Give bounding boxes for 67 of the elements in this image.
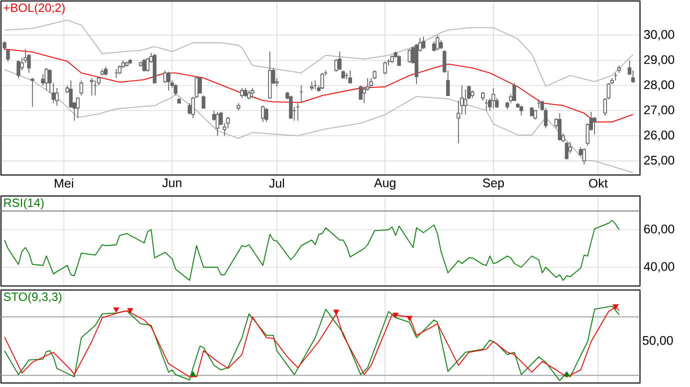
candlestick bbox=[163, 70, 167, 84]
candlestick bbox=[166, 71, 170, 91]
y-tick-label: 27,00 bbox=[644, 105, 674, 116]
point bbox=[113, 307, 120, 313]
candlestick bbox=[90, 77, 94, 96]
candlestick bbox=[30, 77, 34, 108]
text: 50,00 bbox=[642, 336, 673, 346]
x-tick-label: Sep bbox=[482, 178, 504, 190]
point bbox=[564, 371, 570, 376]
candlestick bbox=[348, 70, 352, 84]
candlestick bbox=[436, 34, 440, 51]
x-tick-label: Aug bbox=[374, 178, 396, 190]
candlestick bbox=[79, 80, 84, 96]
line-series bbox=[4, 20, 634, 87]
candlestick bbox=[240, 88, 244, 99]
candlestick bbox=[261, 105, 265, 122]
line-series bbox=[4, 220, 620, 281]
point bbox=[190, 371, 196, 376]
candlestick bbox=[142, 58, 146, 72]
y-tick-label: 28,00 bbox=[644, 80, 674, 91]
candlestick bbox=[250, 88, 254, 99]
y-tick-label: 40,00 bbox=[644, 262, 674, 272]
x-tick-label: Jul bbox=[269, 178, 284, 188]
x-tick-label: Jun bbox=[162, 178, 182, 188]
candlestick bbox=[76, 98, 80, 119]
point bbox=[392, 312, 399, 318]
candlestick bbox=[44, 67, 48, 91]
candlestick bbox=[519, 105, 524, 116]
candlestick bbox=[592, 116, 596, 135]
text: +BOL(20;2) bbox=[4, 3, 65, 14]
y-tick-label: 60,00 bbox=[644, 224, 674, 235]
candlestick bbox=[358, 85, 363, 100]
point bbox=[612, 304, 619, 310]
candlestick bbox=[174, 84, 178, 96]
candlestick bbox=[198, 77, 202, 94]
x-tick-label: Mei bbox=[54, 178, 74, 188]
point bbox=[127, 308, 134, 314]
point bbox=[333, 310, 340, 315]
y-tick-label: 30,00 bbox=[644, 30, 674, 40]
line-series bbox=[4, 69, 634, 174]
candlestick bbox=[146, 57, 150, 72]
candlestick bbox=[383, 61, 387, 75]
candlestick bbox=[582, 148, 586, 166]
point bbox=[406, 316, 413, 322]
candlestick bbox=[564, 142, 569, 160]
candlestick bbox=[264, 108, 268, 122]
candlestick bbox=[558, 112, 562, 142]
candlestick bbox=[512, 82, 516, 102]
candlestick bbox=[464, 88, 468, 115]
candlestick bbox=[397, 54, 401, 66]
text: STO(9,3,3) bbox=[4, 292, 62, 304]
y-tick-label: 29,00 bbox=[644, 55, 674, 66]
candlestick bbox=[288, 95, 293, 119]
text: RSI(14) bbox=[4, 198, 44, 210]
y-tick-label: 25,00 bbox=[644, 156, 674, 166]
candlestick bbox=[408, 48, 412, 64]
y-tick-label: 26,00 bbox=[644, 130, 674, 141]
candlestick bbox=[631, 70, 635, 84]
candlestick bbox=[16, 60, 20, 78]
candlestick bbox=[320, 72, 324, 90]
x-tick-label: Okt bbox=[589, 178, 608, 188]
candlestick bbox=[216, 111, 220, 136]
candlestick bbox=[422, 36, 426, 50]
candlestick bbox=[202, 95, 206, 109]
candlestick bbox=[492, 88, 496, 109]
candlestick bbox=[334, 58, 338, 72]
candlestick bbox=[338, 51, 342, 70]
